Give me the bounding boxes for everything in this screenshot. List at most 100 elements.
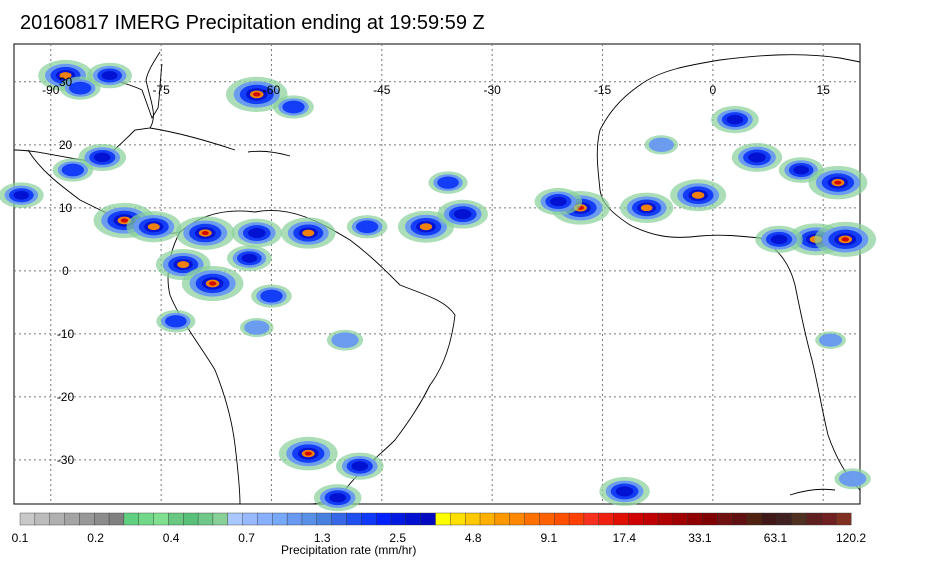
coastline-hispaniola <box>247 150 291 157</box>
colorbar-swatch <box>361 512 377 526</box>
precip-cell-ring <box>241 253 258 263</box>
precip-cell-ring <box>13 190 30 200</box>
colorbar-swatch <box>390 512 407 526</box>
colorbar-tick: 33.1 <box>688 531 712 545</box>
colorbar-swatch <box>628 512 644 526</box>
coastline-africa-northwest <box>599 54 861 131</box>
colorbar-swatch <box>791 512 807 526</box>
longitude-label: -75 <box>152 83 170 97</box>
colorbar-swatch <box>835 512 852 526</box>
latitude-labels: 30 20 10 0 -10 -20 -30 <box>57 75 75 467</box>
precip-cell-ring <box>793 165 809 175</box>
colorbar-label: Precipitation rate (mm/hr) <box>281 543 417 557</box>
colorbar-swatch <box>153 512 169 526</box>
precip-cell-ring <box>177 261 190 268</box>
colorbar-swatch <box>554 512 570 526</box>
precip-cell-ring <box>615 486 634 497</box>
precip-cell-ring <box>691 191 705 199</box>
colorbar-swatch <box>168 512 184 526</box>
precip-cell-ring <box>147 223 160 231</box>
colorbar-swatch <box>494 512 511 526</box>
precip-cell-ring <box>437 176 459 189</box>
precip-cell-ring <box>838 470 867 487</box>
colorbar-swatch <box>687 512 704 526</box>
precip-cell-ring <box>260 289 283 303</box>
longitude-label: -15 <box>594 83 612 97</box>
precip-cell-ring <box>302 229 315 237</box>
latitude-label: -30 <box>57 453 75 467</box>
precip-cell-ring <box>550 196 567 207</box>
precip-cell-ring <box>201 231 209 236</box>
colorbar-swatch <box>821 512 837 526</box>
precip-cell-ring <box>59 72 72 79</box>
longitude-labels: -90 -75 -60 -45 -30 -15 0 15 <box>42 83 830 97</box>
colorbar-tick: 2.5 <box>389 531 407 545</box>
colorbar-tick: 0.1 <box>11 531 29 545</box>
latitude-label: -10 <box>57 327 75 341</box>
colorbar-swatch <box>19 512 36 526</box>
colorbar-tick: 4.8 <box>464 531 482 545</box>
colorbar-swatch <box>657 512 674 526</box>
colorbar-swatch <box>761 512 778 526</box>
precip-cell-ring <box>208 281 217 286</box>
colorbar-swatch <box>435 512 451 526</box>
colorbar-swatch <box>183 512 199 526</box>
latitude-label: 30 <box>59 75 73 89</box>
precip-cell-ring <box>726 114 744 125</box>
colorbar-swatch <box>331 512 347 526</box>
precip-cell-ring <box>355 220 379 234</box>
colorbar-tick: 9.1 <box>540 531 558 545</box>
colorbar-swatch <box>643 512 659 526</box>
colorbar-swatch <box>717 512 733 526</box>
colorbar-tick: 17.4 <box>612 531 637 545</box>
colorbar-tick: 1.3 <box>313 531 331 545</box>
colorbar-swatch <box>197 512 214 526</box>
precip-cell-ring <box>419 223 433 231</box>
colorbar-tick: 63.1 <box>763 531 788 545</box>
colorbar-swatch <box>64 512 80 526</box>
precipitation-cells <box>0 59 877 512</box>
colorbar-swatch <box>479 512 496 526</box>
precip-cell-ring <box>841 237 849 242</box>
latitude-label: 10 <box>59 201 73 215</box>
longitude-label: 0 <box>710 83 717 97</box>
precip-cell-ring <box>253 92 261 97</box>
colorbar-swatch <box>405 512 422 526</box>
precip-cell-ring <box>282 100 305 114</box>
colorbar-swatch <box>316 512 333 526</box>
colorbar-swatch <box>746 512 763 526</box>
precip-cell-ring <box>748 152 766 163</box>
precip-cell-ring <box>453 209 472 220</box>
precip-cell-ring <box>120 218 129 223</box>
precip-cell-ring <box>819 333 843 347</box>
colorbar-swatch <box>539 512 555 526</box>
precip-cell-ring <box>304 451 312 456</box>
precip-cell-ring <box>770 234 788 245</box>
precip-cell-ring <box>93 152 111 163</box>
colorbar-swatch <box>583 512 600 526</box>
coastline-africa-south <box>789 488 836 496</box>
colorbar-swatch <box>806 512 822 526</box>
colorbar-swatch <box>79 512 95 526</box>
precip-cell-ring <box>329 492 347 503</box>
colorbar-swatch <box>375 512 392 526</box>
colorbar-swatch <box>227 512 243 526</box>
colorbar-swatch <box>613 512 629 526</box>
colorbar-swatch <box>464 512 481 526</box>
colorbar-swatch <box>286 512 303 526</box>
latitude-label: 0 <box>62 264 69 278</box>
colorbar-swatch <box>123 512 140 526</box>
latitude-label: 20 <box>59 138 73 152</box>
longitude-label: -90 <box>42 83 60 97</box>
precip-cell-ring <box>648 137 674 153</box>
colorbar-swatch <box>509 512 525 526</box>
colorbar-tick: 0.7 <box>238 531 255 545</box>
colorbar-swatch <box>34 512 51 526</box>
colorbar-tick: 0.4 <box>162 531 180 545</box>
precip-cell-ring <box>331 332 359 348</box>
coastline-north-america <box>13 51 161 163</box>
colorbar-swatch <box>524 512 540 526</box>
colorbar-swatch <box>702 512 718 526</box>
precip-cell-ring <box>244 320 270 335</box>
